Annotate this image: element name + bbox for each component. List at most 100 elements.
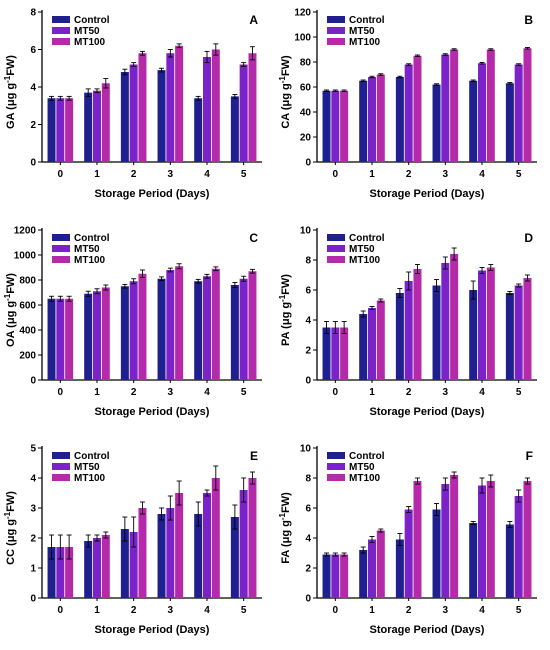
legend-swatch-c-control [52, 234, 70, 241]
error-bar-b-mt50-4 [479, 62, 485, 65]
x-tick-label-b-1: 1 [369, 169, 375, 180]
y-tick-label-b-2: 40 [300, 108, 312, 119]
bar-e-mt100-0 [65, 547, 74, 598]
bar-b-mt50-3 [441, 54, 450, 162]
legend-swatch-d-control [327, 234, 345, 241]
bar-c-control-1 [84, 293, 93, 380]
x-tick-label-a-5: 5 [241, 169, 247, 180]
y-tick-label-a-2: 4 [30, 83, 36, 94]
error-bar-b-mt100-4 [488, 48, 494, 51]
error-bar-c-mt50-3 [167, 267, 173, 273]
bar-a-mt50-3 [166, 53, 175, 162]
y-tick-label-b-0: 0 [305, 158, 311, 169]
bar-e-mt50-4 [203, 493, 211, 598]
panel-letter-d: D [524, 231, 533, 245]
error-bar-d-mt50-3 [442, 256, 448, 270]
bar-e-control-4 [194, 514, 203, 598]
y-tick-label-e-1: 1 [30, 564, 36, 575]
x-tick-label-d-0: 0 [333, 387, 339, 398]
bar-b-control-3 [432, 84, 441, 162]
legend-swatch-f-mt100 [327, 474, 345, 481]
bar-e-control-0 [47, 547, 56, 598]
error-bar-f-mt100-1 [378, 528, 384, 533]
x-tick-label-b-4: 4 [479, 169, 485, 180]
bar-f-mt50-2 [404, 509, 413, 598]
bar-d-mt100-4 [486, 267, 495, 380]
y-tick-label-a-4: 8 [30, 8, 36, 19]
bar-f-control-4 [469, 523, 478, 598]
bar-b-control-0 [322, 90, 331, 162]
bar-f-mt100-5 [523, 481, 532, 598]
legend-label-c-control: Control [74, 233, 110, 244]
chart-d: 0 2 4 6 8 10 0 1 2 3 4 5 Storage Period (Days) PA (μg… [278, 226, 537, 418]
legend-swatch-b-mt100 [327, 38, 345, 45]
error-bar-b-control-3 [434, 83, 440, 86]
bar-b-mt50-5 [514, 64, 523, 162]
bar-d-mt100-2 [413, 269, 422, 380]
bar-c-mt50-2 [129, 281, 138, 380]
x-tick-label-d-1: 1 [369, 387, 375, 398]
bar-a-control-4 [194, 98, 203, 162]
panel-letter-f: F [526, 449, 533, 463]
bar-e-mt100-5 [248, 478, 257, 598]
x-tick-label-b-0: 0 [333, 169, 339, 180]
error-bar-d-mt100-2 [414, 264, 420, 274]
x-tick-label-b-3: 3 [443, 169, 449, 180]
legend-label-d-mt50: MT50 [349, 244, 375, 255]
error-bar-d-mt100-1 [378, 298, 384, 303]
chart-e: 0 1 2 3 4 5 0 1 2 3 4 5 Storage Period (Days) CC (μg … [3, 444, 262, 636]
y-axis-label-unit-f: (μg g [280, 520, 292, 547]
x-axis-label-d: Storage Period (Days) [370, 406, 485, 418]
error-bar-b-mt50-5 [516, 63, 522, 66]
bar-c-control-0 [47, 298, 56, 380]
bar-d-mt100-5 [523, 278, 532, 380]
legend-swatch-d-mt100 [327, 256, 345, 263]
x-tick-label-c-1: 1 [94, 387, 100, 398]
bar-d-mt50-1 [368, 308, 376, 380]
bar-c-mt50-4 [203, 276, 211, 380]
legend-label-e-mt50: MT50 [74, 462, 100, 473]
chart-b: 0 20 40 60 80 100 120 0 1 2 3 4 5 Storage Period (Day… [278, 8, 537, 200]
error-bar-b-mt100-0 [341, 89, 347, 92]
error-bar-e-control-0 [49, 534, 55, 560]
x-tick-label-e-4: 4 [204, 605, 210, 616]
legend-swatch-f-mt50 [327, 463, 345, 470]
error-bar-f-control-2 [397, 533, 403, 546]
y-axis-label-d: PA (μg g-1FW) [278, 274, 292, 346]
bar-c-mt50-0 [56, 298, 65, 380]
bar-d-mt100-1 [376, 300, 385, 380]
y-tick-label-f-5: 10 [300, 444, 312, 455]
error-bar-a-mt50-5 [241, 62, 247, 67]
bar-d-control-5 [505, 293, 514, 380]
y-tick-label-f-1: 2 [305, 564, 311, 575]
bar-e-mt50-3 [166, 508, 175, 598]
bar-c-mt100-1 [101, 287, 110, 380]
x-axis-label-e: Storage Period (Days) [95, 624, 210, 636]
y-axis-label-f: FA (μg g-1FW) [278, 492, 292, 564]
bar-e-mt50-5 [239, 490, 248, 598]
error-bar-b-control-0 [324, 89, 330, 92]
x-tick-label-c-0: 0 [58, 387, 64, 398]
error-bar-e-mt50-4 [204, 489, 210, 497]
error-bar-a-control-5 [232, 94, 238, 99]
error-bar-e-mt100-0 [66, 534, 72, 560]
y-axis-label-unit-d: (μg g [280, 302, 292, 329]
error-bar-c-control-3 [159, 276, 165, 282]
bar-e-control-1 [84, 541, 93, 598]
x-tick-label-a-2: 2 [131, 169, 137, 180]
error-bar-c-control-5 [232, 282, 238, 288]
error-bar-a-mt50-0 [57, 95, 63, 101]
chart-f: 0 2 4 6 8 10 0 1 2 3 4 5 Storage Period (Days) FA (μg… [278, 444, 537, 636]
y-axis-label-unit-e: (μg g [5, 519, 17, 546]
error-bar-f-control-3 [434, 503, 440, 516]
y-tick-label-d-1: 2 [305, 346, 311, 357]
error-bar-d-mt50-5 [516, 283, 522, 288]
error-bar-c-mt50-4 [204, 273, 210, 279]
y-tick-label-f-4: 8 [305, 474, 311, 485]
error-bar-a-mt100-3 [176, 43, 182, 49]
error-bar-b-mt50-1 [369, 75, 375, 79]
legend-swatch-b-mt50 [327, 27, 345, 34]
error-bar-a-mt50-1 [94, 88, 100, 94]
error-bar-c-control-0 [49, 295, 55, 302]
y-tick-label-c-6: 1200 [14, 226, 37, 237]
